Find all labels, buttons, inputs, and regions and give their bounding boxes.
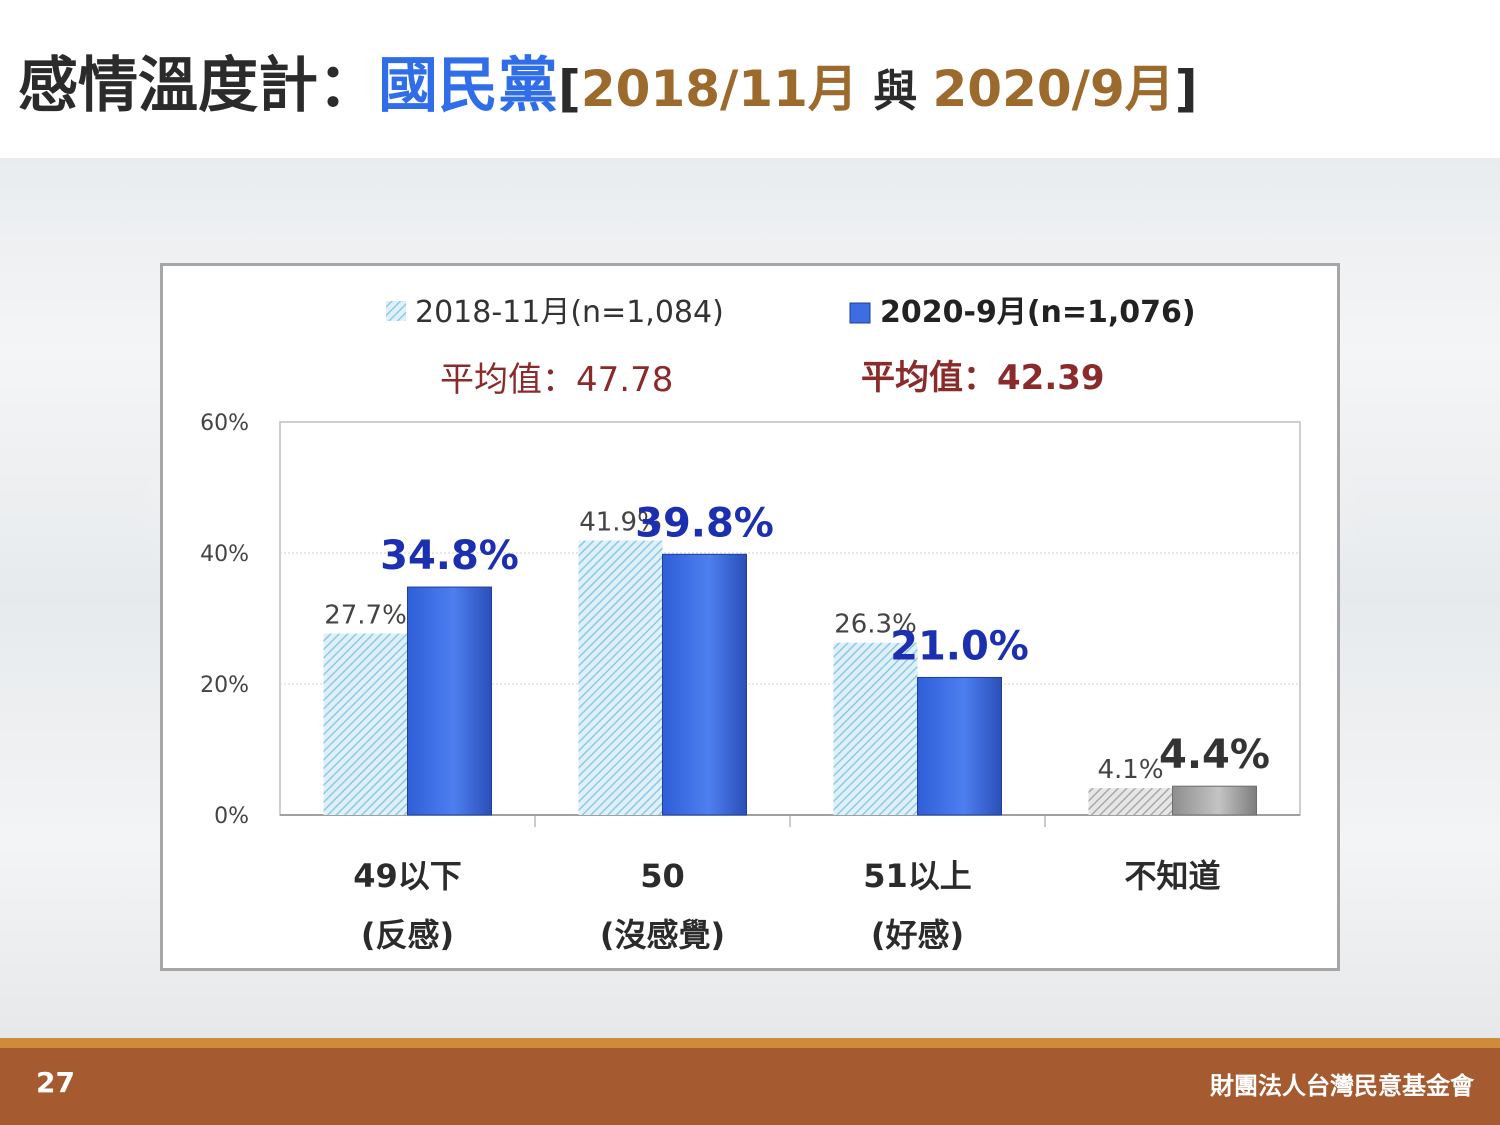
bar [833, 642, 918, 815]
title-date-2: 2020/9月 [932, 60, 1175, 118]
footer-bar [0, 1048, 1500, 1125]
chart-frame: 2018-11月(n=1,084) 2020-9月(n=1,076) 平均值：4… [160, 263, 1340, 971]
title-conjunction: 與 [857, 66, 933, 117]
legend-swatch-2020 [849, 302, 871, 324]
y-tick-label: 20% [200, 673, 249, 698]
legend-label-2018: 2018-11月(n=1,084) [415, 295, 724, 330]
data-label: 34.8% [380, 533, 519, 579]
bar [1172, 785, 1257, 816]
title-close-bracket: ] [1174, 60, 1198, 118]
page-number: 27 [36, 1066, 75, 1099]
x-category-label: 50 [640, 857, 685, 895]
data-label: 4.4% [1159, 732, 1270, 778]
x-category-label: 不知道 [1124, 857, 1220, 895]
data-label: 21.0% [890, 623, 1029, 669]
bar [407, 586, 492, 816]
y-tick-label: 60% [200, 411, 249, 436]
slide-title: 感情溫度計：國民黨[2018/11月 與 2020/9月] [18, 44, 1198, 134]
title-party: 國民黨 [378, 51, 558, 121]
average-label-2018: 平均值：47.78 [440, 360, 673, 400]
data-label: 4.1% [1097, 755, 1163, 785]
bar-chart: 2018-11月(n=1,084) 2020-9月(n=1,076) 平均值：4… [200, 295, 1301, 954]
y-tick-label: 40% [200, 542, 249, 567]
title-bar: 感情溫度計：國民黨[2018/11月 與 2020/9月] [0, 0, 1500, 158]
data-label: 39.8% [635, 500, 774, 546]
legend-label-2020: 2020-9月(n=1,076) [880, 295, 1196, 330]
y-axis-ticks: 0% 20% 40% 60% [200, 411, 249, 829]
x-category-sublabel: (反感) [361, 916, 454, 954]
footer-accent-line [0, 1038, 1500, 1048]
data-label: 41.9% [579, 508, 662, 538]
x-category-sublabel: (好感) [871, 916, 964, 954]
x-axis-labels: 49以下 (反感) 50 (沒感覺) 51以上 (好感) 不知道 [353, 857, 1220, 954]
x-category-label: 51以上 [863, 857, 972, 895]
data-label: 26.3% [834, 610, 917, 640]
title-date-1: 2018/11月 [580, 60, 858, 118]
title-main: 感情溫度計： [18, 51, 378, 121]
average-label-2020: 平均值：42.39 [861, 358, 1105, 398]
data-label: 27.7% [324, 601, 407, 631]
bar [917, 676, 1002, 816]
x-category-label: 49以下 [353, 857, 462, 895]
bar [662, 553, 747, 816]
title-open-bracket: [ [558, 60, 581, 118]
x-category-sublabel: (沒感覺) [600, 916, 725, 954]
organization-name: 財團法人台灣民意基金會 [1210, 1072, 1474, 1100]
legend-swatch-2018 [386, 301, 406, 321]
bar [578, 540, 663, 815]
bar [1088, 788, 1173, 815]
bars [323, 540, 1257, 816]
data-labels: 27.7% 34.8% 41.9%39.8% 26.3%21.0% 4.1%4.4% [324, 500, 1270, 785]
y-tick-label: 0% [214, 804, 249, 829]
bar [323, 633, 408, 815]
